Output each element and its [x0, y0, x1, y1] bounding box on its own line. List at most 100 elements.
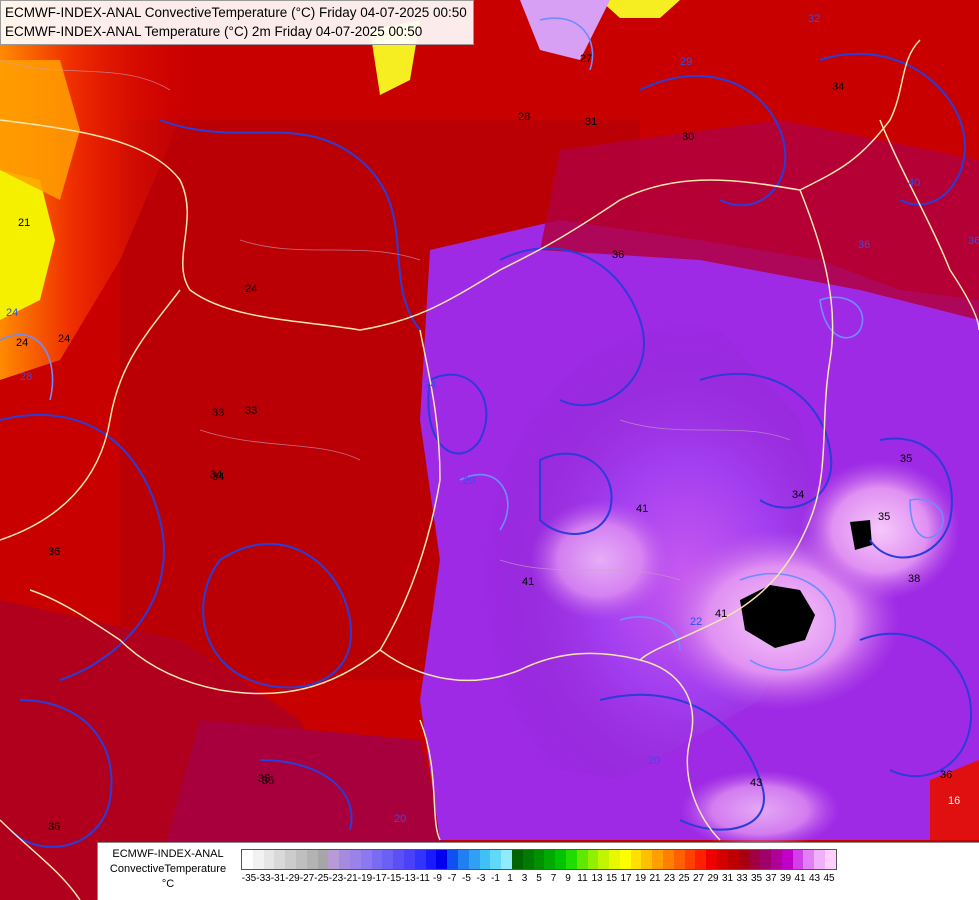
legend-swatch [565, 850, 577, 869]
contour-value-label: 20 [648, 755, 660, 767]
black-core-2 [850, 520, 872, 550]
legend-tick-label: -29 [285, 873, 300, 884]
legend-tick-label: -25 [314, 873, 329, 884]
legend-tick-label: 5 [536, 873, 542, 884]
legend-swatch [306, 850, 318, 869]
legend-swatch [393, 850, 404, 869]
contour-value-label: 30 [682, 131, 694, 143]
legend-swatch [339, 850, 350, 869]
legend-tick-label: -7 [447, 873, 457, 884]
southeast-red-edge [930, 760, 979, 840]
legend-swatch [317, 850, 329, 869]
legend-swatch [652, 850, 664, 869]
contour-value-label: 31 [585, 116, 597, 128]
legend-swatch [522, 850, 534, 869]
contour-value-label: 27 [580, 53, 592, 65]
black-core-1 [740, 585, 815, 648]
legend-tick-label: 27 [692, 873, 705, 884]
pink-hotspot-2 [800, 460, 960, 600]
contour-value-label: 35 [258, 773, 270, 785]
legend-tick-label: -23 [328, 873, 344, 884]
legend-tick-label: -27 [299, 873, 315, 884]
legend-tick-label: -9 [433, 873, 442, 884]
legend-tick-label: -15 [386, 873, 402, 884]
legend-swatch [630, 850, 642, 869]
legend-tick-label: 13 [591, 873, 603, 884]
color-legend: ECMWF-INDEX-ANAL ConvectiveTemperature °… [97, 842, 979, 900]
contour-value-label: 36 [940, 769, 952, 781]
west-yellow-patch [0, 170, 55, 320]
legend-tick-label: -21 [343, 873, 358, 884]
legend-swatch [781, 850, 793, 869]
legend-swatch [263, 850, 275, 869]
contour-labels: 21 24 24 28 27 31 29 30 34 32 33 34 35 36 36 35 36 24 24 20… [6, 13, 979, 833]
legend-swatch [587, 850, 599, 869]
legend-swatch [641, 850, 653, 869]
contour-value-label: 34 [210, 469, 222, 481]
legend-swatch [468, 850, 480, 869]
contour-value-label: 24 [424, 379, 436, 391]
legend-tick-label: 39 [779, 873, 792, 884]
title-line-temperature: ECMWF-INDEX-ANAL Temperature (°C) 2m Fri… [5, 24, 423, 39]
legend-tick-label: 43 [808, 873, 821, 884]
legend-tick-label: 29 [707, 873, 719, 884]
pink-hotspot-3 [530, 500, 670, 620]
legend-swatch [490, 850, 502, 869]
contour-value-label: 36 [48, 821, 60, 833]
legend-tick-label: -31 [270, 873, 286, 884]
legend-swatch [738, 850, 750, 869]
legend-swatch [792, 850, 804, 869]
legend-tick-label: 45 [823, 873, 835, 884]
legend-swatch [663, 850, 674, 869]
legend-tick-label: -3 [476, 873, 486, 884]
contour-value-label: 41 [715, 608, 727, 620]
legend-tick-label: 1 [507, 873, 513, 884]
legend-swatch [447, 850, 458, 869]
legend-swatch [371, 850, 383, 869]
contour-value-label: 24 [58, 333, 70, 345]
legend-tick-label: 41 [794, 873, 806, 884]
contour-value-label: 24 [245, 283, 257, 295]
temperature-contours-light [0, 17, 944, 671]
contour-value-label: 33 [245, 405, 257, 417]
contour-value-label: 43 [750, 777, 762, 789]
legend-swatch [479, 850, 491, 869]
legend-swatch [403, 850, 415, 869]
legend-tick-label: -11 [416, 873, 430, 884]
legend-swatch [684, 850, 696, 869]
legend-swatch [436, 850, 448, 869]
contour-value-label: 35 [900, 453, 912, 465]
legend-tick-label: -1 [491, 873, 500, 884]
contour-value-label: 35 [878, 511, 890, 523]
contour-value-label: 24 [6, 307, 18, 319]
legend-swatch [598, 850, 610, 869]
west-orange-patch [0, 60, 80, 200]
legend-swatch [457, 850, 469, 869]
legend-swatch [274, 850, 286, 869]
contour-value-label: 24 [16, 337, 28, 349]
contour-value-label: 40 [908, 177, 920, 189]
legend-swatch [619, 850, 631, 869]
contour-value-label: 36 [858, 239, 870, 251]
contour-value-label: 34 [792, 489, 804, 501]
legend-tick-label: 37 [765, 873, 777, 884]
legend-parameter: ConvectiveTemperature [109, 863, 227, 875]
legend-tick-label: -19 [357, 873, 373, 884]
legend-swatch [555, 850, 566, 869]
legend-tick-label: 7 [550, 873, 557, 884]
legend-swatch [328, 850, 340, 869]
legend-swatch [749, 850, 761, 869]
legend-tick-label: 17 [620, 873, 632, 884]
legend-swatch [425, 850, 437, 869]
contour-value-label: 28 [20, 371, 32, 383]
contour-value-label: 22 [690, 616, 702, 628]
region-borders [0, 59, 791, 581]
legend-tick-label: 15 [605, 873, 618, 884]
legend-tick-label: 25 [678, 873, 690, 884]
temperature-contours [0, 52, 973, 848]
legend-swatch [414, 850, 426, 869]
legend-swatch [814, 850, 826, 869]
legend-swatch [252, 850, 264, 869]
